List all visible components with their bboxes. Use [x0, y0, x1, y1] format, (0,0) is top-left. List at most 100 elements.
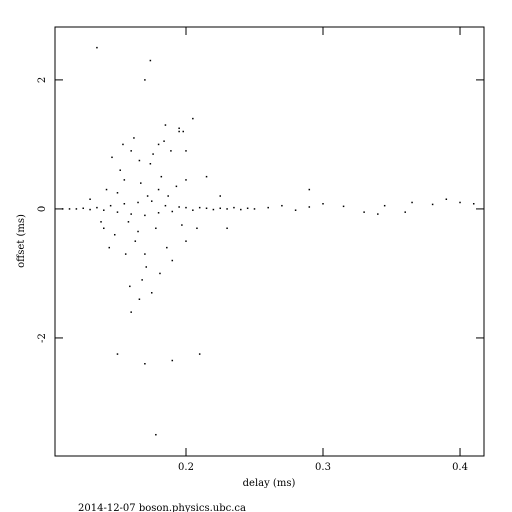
point: [192, 209, 194, 211]
x-axis-label: delay (ms): [243, 478, 296, 489]
point: [175, 185, 178, 188]
point: [185, 206, 187, 209]
point: [122, 143, 124, 146]
point: [322, 203, 324, 205]
point: [178, 127, 180, 130]
point: [192, 117, 194, 120]
point: [267, 206, 269, 209]
point: [171, 259, 174, 262]
point: [103, 227, 105, 230]
point: [141, 279, 143, 281]
point: [226, 208, 228, 210]
point: [137, 201, 139, 204]
point: [113, 233, 116, 236]
point: [185, 150, 187, 152]
point: [196, 227, 198, 230]
point: [108, 246, 111, 249]
point: [137, 230, 139, 233]
point: [75, 208, 78, 210]
point: [170, 150, 172, 152]
y-tick-label: 2: [37, 77, 48, 83]
point: [149, 59, 152, 62]
point: [185, 179, 187, 181]
point: [205, 175, 208, 178]
point: [182, 130, 184, 133]
point: [178, 206, 180, 208]
point: [149, 163, 152, 165]
point: [155, 227, 157, 230]
point: [171, 210, 174, 213]
point: [133, 137, 135, 139]
point: [116, 353, 119, 355]
point: [109, 204, 112, 207]
point: [157, 212, 160, 214]
point: [159, 272, 161, 275]
point: [105, 188, 108, 191]
point: [145, 266, 148, 268]
point: [127, 221, 130, 223]
point: [155, 433, 157, 436]
point: [61, 208, 64, 210]
point: [181, 224, 183, 226]
point: [157, 143, 160, 146]
x-tick-label: 0.4: [452, 462, 468, 473]
point: [219, 207, 221, 210]
point: [294, 209, 297, 211]
point: [377, 213, 379, 215]
point: [164, 204, 167, 207]
point: [185, 240, 187, 242]
point: [138, 298, 141, 300]
point: [431, 203, 434, 206]
point: [144, 253, 146, 255]
point: [134, 240, 137, 242]
point: [124, 253, 127, 255]
point: [166, 246, 168, 249]
point: [383, 204, 386, 207]
point: [308, 188, 311, 191]
point: [472, 203, 475, 205]
point: [130, 150, 132, 152]
point: [178, 130, 180, 133]
point: [96, 46, 98, 49]
point: [246, 207, 249, 210]
point: [198, 206, 201, 209]
point: [103, 209, 105, 211]
point: [281, 204, 283, 207]
point: [445, 198, 448, 200]
point: [82, 207, 84, 210]
point: [164, 124, 167, 126]
plot-frame: [54, 26, 485, 457]
y-tick-label: 0: [37, 206, 48, 212]
x-tick-label: 0.3: [315, 462, 331, 473]
point: [123, 179, 126, 181]
x-tick-label: 0.2: [178, 462, 194, 473]
point: [363, 211, 365, 213]
point: [167, 195, 169, 197]
point: [205, 207, 208, 210]
point: [130, 311, 132, 313]
point: [89, 198, 91, 200]
point: [152, 153, 154, 155]
point: [233, 206, 235, 209]
point: [111, 156, 113, 159]
point: [253, 208, 256, 210]
footer: 2014-12-07 boson.physics.ubc.ca: [78, 503, 246, 512]
point: [140, 182, 142, 184]
point: [157, 188, 160, 191]
point: [240, 208, 242, 211]
point: [68, 208, 71, 210]
point: [226, 227, 228, 230]
y-tick-label: -2: [37, 333, 48, 343]
point: [342, 205, 345, 208]
point: [130, 213, 132, 215]
point: [411, 201, 413, 204]
point: [100, 221, 102, 223]
point: [116, 211, 119, 213]
point: [123, 203, 126, 205]
point: [89, 208, 91, 211]
point: [138, 159, 141, 162]
point: [129, 285, 131, 288]
point: [212, 208, 215, 211]
point: [150, 200, 153, 202]
